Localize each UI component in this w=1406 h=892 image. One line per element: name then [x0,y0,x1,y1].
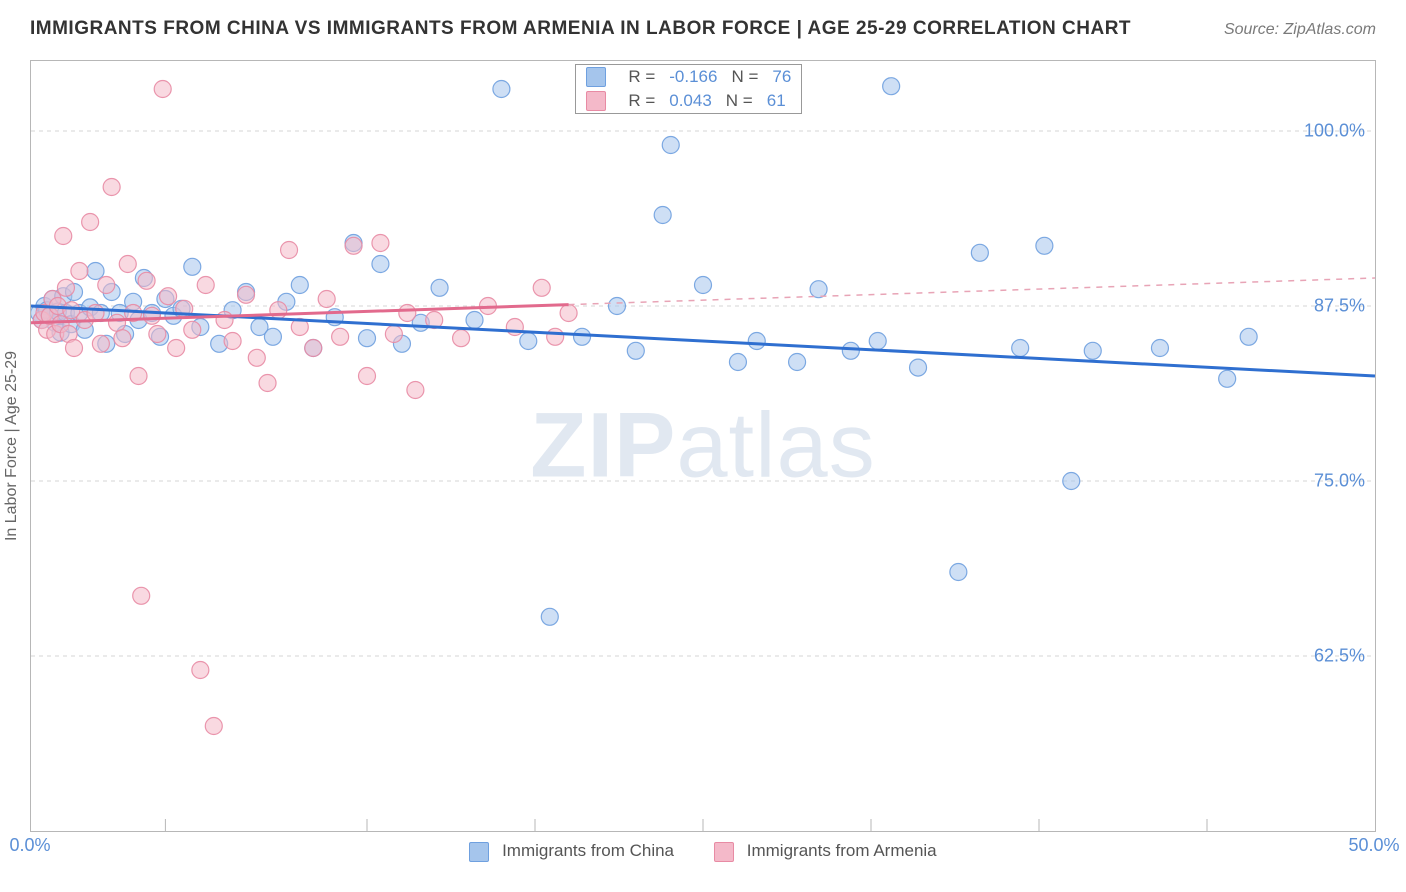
y-tick-label: 75.0% [1314,471,1365,492]
n-label: N = [726,91,753,111]
legend-item-china: Immigrants from China [469,841,674,862]
r-label: R = [628,91,655,111]
plot-area: ZIPatlas R = -0.166 N = 76 R = 0.043 N =… [30,60,1376,832]
x-tick-label: 50.0% [1348,835,1399,856]
legend-swatch-icon [586,67,606,87]
x-tick-label: 0.0% [9,835,50,856]
n-value: 76 [772,67,791,87]
series-legend: Immigrants from China Immigrants from Ar… [0,841,1406,862]
correlation-legend-row: R = 0.043 N = 61 [576,89,801,113]
y-tick-label: 100.0% [1304,121,1365,142]
legend-swatch-icon [714,842,734,862]
r-label: R = [628,67,655,87]
scatter-svg [31,61,1375,831]
y-tick-label: 87.5% [1314,296,1365,317]
y-axis-label: In Labor Force | Age 25-29 [3,351,21,541]
n-value: 61 [767,91,786,111]
y-tick-label: 62.5% [1314,646,1365,667]
correlation-legend-row: R = -0.166 N = 76 [576,65,801,89]
legend-label: Immigrants from Armenia [747,841,937,860]
legend-swatch-icon [586,91,606,111]
chart-container: IMMIGRANTS FROM CHINA VS IMMIGRANTS FROM… [0,0,1406,892]
title-row: IMMIGRANTS FROM CHINA VS IMMIGRANTS FROM… [30,18,1376,40]
r-value: -0.166 [669,67,717,87]
n-label: N = [731,67,758,87]
source-attribution: Source: ZipAtlas.com [1224,21,1376,39]
chart-title: IMMIGRANTS FROM CHINA VS IMMIGRANTS FROM… [30,18,1131,40]
legend-item-armenia: Immigrants from Armenia [714,841,937,862]
legend-swatch-icon [469,842,489,862]
correlation-legend: R = -0.166 N = 76 R = 0.043 N = 61 [575,64,802,114]
legend-label: Immigrants from China [502,841,674,860]
r-value: 0.043 [669,91,712,111]
